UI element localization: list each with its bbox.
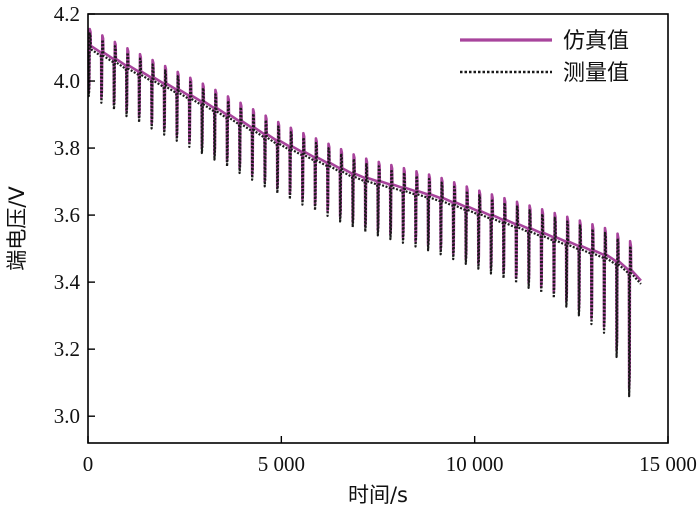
ticks-layer: 0 5 000 10 000 15 000 3.0 3.2 3.4 3.6 3.8 4.0 4.2	[54, 2, 697, 476]
legend-label-simulated: 仿真值	[563, 29, 629, 54]
legend: 仿真值 测量值	[460, 29, 629, 86]
y-tick-label: 3.0	[54, 404, 80, 428]
y-tick-label: 3.4	[54, 270, 81, 294]
x-tick-label: 15 000	[639, 452, 697, 476]
series-line-measured	[87, 32, 642, 398]
series-layer	[87, 27, 642, 398]
x-axis-title: 时间/s	[348, 483, 408, 507]
y-tick-label: 4.2	[54, 2, 80, 26]
y-tick-label: 3.8	[54, 136, 80, 160]
legend-label-measured: 测量值	[563, 61, 629, 86]
y-tick-label: 4.0	[54, 69, 80, 93]
plot-frame	[87, 13, 669, 444]
x-tick-label: 10 000	[446, 452, 504, 476]
y-tick-label: 3.6	[54, 203, 80, 227]
x-tick-label: 0	[83, 452, 94, 476]
x-tick-label: 5 000	[258, 452, 305, 476]
y-axis-title: 端电压/V	[5, 186, 29, 271]
y-tick-label: 3.2	[54, 337, 80, 361]
